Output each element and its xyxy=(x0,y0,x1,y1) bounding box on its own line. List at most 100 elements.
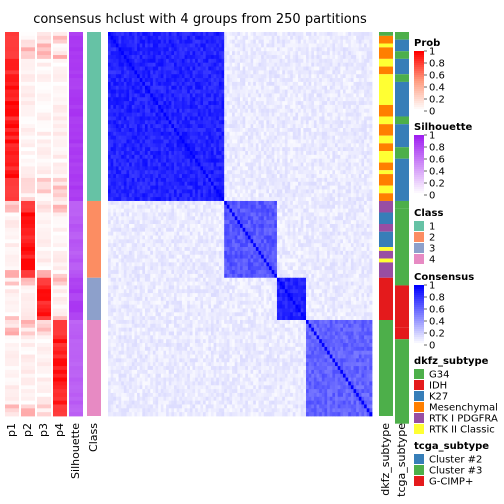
prob-cell xyxy=(5,262,19,267)
consensus-cell xyxy=(335,158,339,163)
consensus-cell xyxy=(350,185,354,190)
consensus-cell xyxy=(316,177,320,183)
consensus-cell xyxy=(232,62,236,67)
consensus-cell xyxy=(168,120,172,125)
consensus-cell xyxy=(210,124,214,129)
silhouette-cell xyxy=(69,385,83,390)
consensus-cell xyxy=(290,55,294,60)
consensus-cell xyxy=(250,70,254,75)
consensus-cell xyxy=(345,193,349,198)
prob-cell xyxy=(5,366,19,371)
consensus-cell xyxy=(271,81,275,87)
consensus-cell xyxy=(129,143,133,148)
consensus-cell xyxy=(189,85,193,90)
consensus-cell xyxy=(152,170,156,175)
prob-cell xyxy=(37,369,51,375)
consensus-cell xyxy=(348,162,352,167)
consensus-cell xyxy=(284,143,288,148)
consensus-cell xyxy=(335,70,339,75)
consensus-cell xyxy=(298,35,302,41)
consensus-cell xyxy=(218,112,222,117)
consensus-cell xyxy=(337,189,341,194)
consensus-cell xyxy=(184,128,188,133)
consensus-cell xyxy=(335,39,339,44)
consensus-cell xyxy=(240,162,244,167)
consensus-cell xyxy=(274,170,278,175)
consensus-cell xyxy=(147,181,151,186)
consensus-cell xyxy=(356,39,360,44)
consensus-cell xyxy=(226,62,230,67)
consensus-cell xyxy=(129,97,133,102)
consensus-cell xyxy=(342,116,346,121)
consensus-cell xyxy=(115,74,119,79)
consensus-cell xyxy=(126,55,130,60)
consensus-cell xyxy=(179,154,183,160)
consensus-cell xyxy=(115,93,119,98)
consensus-cell xyxy=(208,189,212,194)
consensus-cell xyxy=(226,81,230,87)
consensus-cell xyxy=(263,200,267,206)
consensus-cell xyxy=(113,85,117,90)
consensus-cell xyxy=(237,193,241,198)
consensus-cell xyxy=(208,47,212,52)
consensus-cell xyxy=(126,32,130,37)
consensus-cell xyxy=(189,193,193,198)
consensus-cell xyxy=(335,120,339,125)
consensus-cell xyxy=(348,35,352,41)
consensus-cell xyxy=(356,154,360,160)
consensus-cell xyxy=(276,166,280,171)
consensus-cell xyxy=(247,43,251,48)
consensus-cell xyxy=(321,74,325,79)
consensus-cell xyxy=(313,39,317,44)
consensus-cell xyxy=(181,185,185,190)
consensus-cell xyxy=(176,162,180,167)
consensus-cell xyxy=(271,62,275,67)
consensus-cell xyxy=(350,124,354,129)
consensus-cell xyxy=(313,177,317,183)
consensus-cell xyxy=(229,58,233,64)
consensus-cell xyxy=(345,112,349,117)
consensus-cell xyxy=(250,131,254,137)
consensus-cell xyxy=(192,32,196,37)
consensus-cell xyxy=(134,93,138,98)
consensus-cell xyxy=(266,58,270,64)
consensus-cell xyxy=(129,78,133,83)
consensus-cell xyxy=(171,81,175,87)
consensus-cell xyxy=(253,116,257,121)
consensus-cell xyxy=(287,185,291,190)
consensus-cell xyxy=(192,85,196,90)
consensus-cell xyxy=(166,112,170,117)
consensus-cell xyxy=(292,128,296,133)
consensus-cell xyxy=(269,174,273,179)
consensus-cell xyxy=(271,32,275,37)
consensus-cell xyxy=(221,135,225,140)
consensus-cell xyxy=(203,124,207,129)
consensus-cell xyxy=(342,200,346,206)
consensus-cell xyxy=(197,93,201,98)
consensus-cell xyxy=(181,177,185,183)
consensus-cell xyxy=(142,43,146,48)
consensus-cell xyxy=(240,131,244,137)
consensus-cell xyxy=(152,200,156,206)
consensus-cell xyxy=(340,120,344,125)
consensus-cell xyxy=(232,197,236,202)
consensus-cell xyxy=(266,51,270,56)
consensus-cell xyxy=(350,93,354,98)
consensus-cell xyxy=(192,43,196,48)
consensus-cell xyxy=(155,62,159,67)
consensus-cell xyxy=(306,39,310,44)
consensus-cell xyxy=(189,74,193,79)
consensus-cell xyxy=(158,185,162,190)
consensus-cell xyxy=(163,170,167,175)
consensus-cell xyxy=(174,124,178,129)
consensus-cell xyxy=(187,151,191,156)
consensus-cell xyxy=(203,112,207,117)
consensus-cell xyxy=(364,124,368,129)
consensus-cell xyxy=(258,139,262,144)
silhouette-cell xyxy=(69,331,83,336)
consensus-cell xyxy=(168,93,172,98)
consensus-cell xyxy=(284,139,288,144)
consensus-cell xyxy=(269,93,273,98)
consensus-cell xyxy=(271,128,275,133)
consensus-cell xyxy=(155,197,159,202)
